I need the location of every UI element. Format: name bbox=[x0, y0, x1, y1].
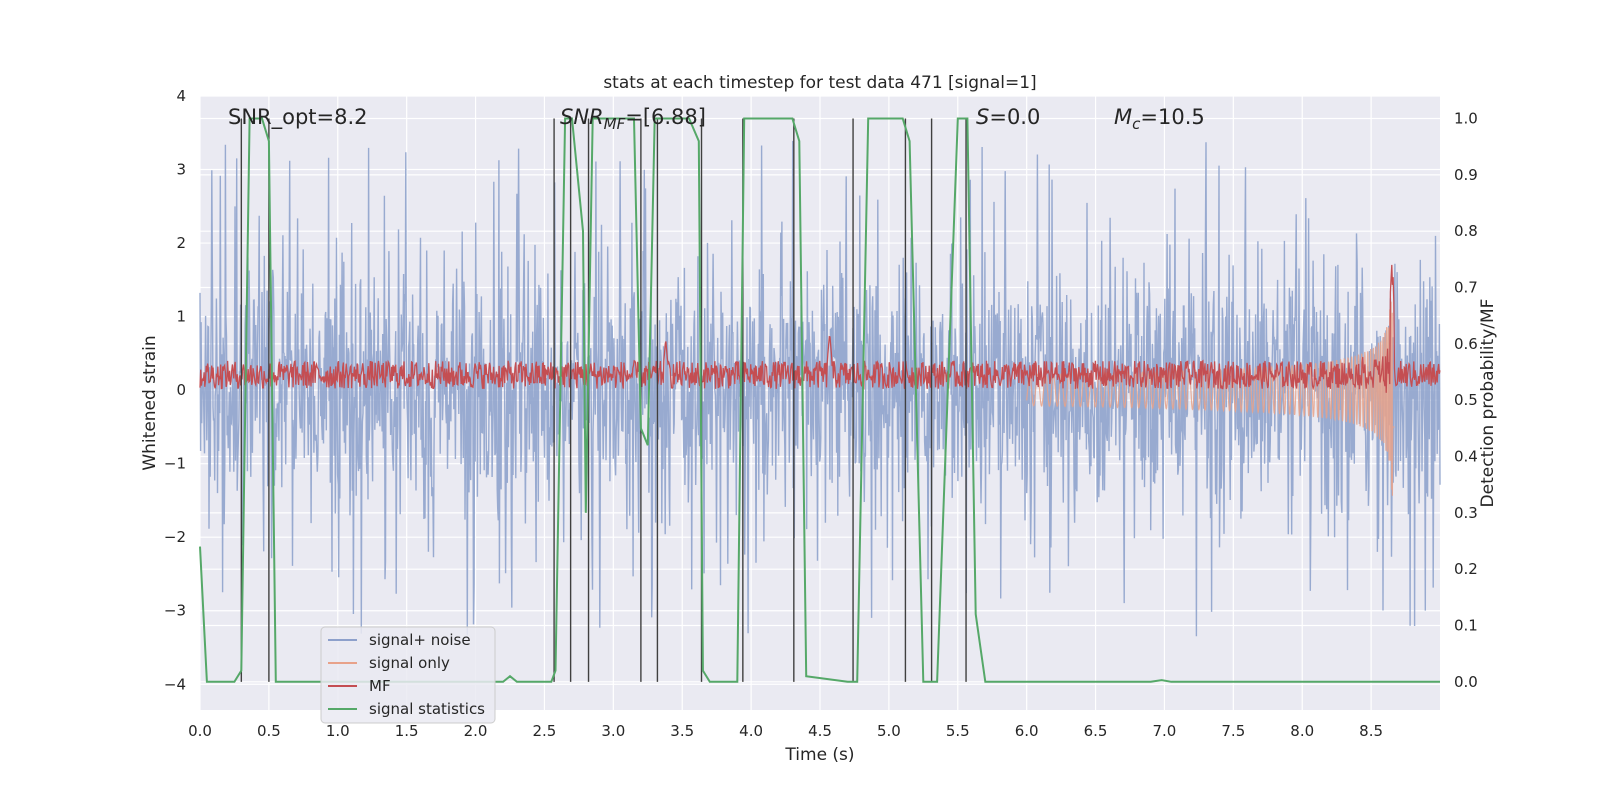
legend-label-mf: MF bbox=[369, 677, 391, 695]
y2-tick-label: 0.7 bbox=[1454, 279, 1478, 297]
y-tick-label: 4 bbox=[176, 87, 186, 105]
x-tick-label: 5.5 bbox=[946, 722, 970, 740]
y-tick-label: −4 bbox=[164, 675, 186, 693]
x-tick-label: 8.0 bbox=[1290, 722, 1314, 740]
x-tick-label: 0.0 bbox=[188, 722, 212, 740]
y2-tick-label: 0.5 bbox=[1454, 391, 1478, 409]
x-tick-label: 8.5 bbox=[1359, 722, 1383, 740]
y2-tick-label: 0.0 bbox=[1454, 673, 1478, 691]
y-tick-label: 0 bbox=[176, 381, 186, 399]
axis-ticks: 0.0 0.5 1.0 1.5 2.0 2.5 3.0 3.5 4.0 4.5 5.0 5.5 6.0 6… bbox=[164, 87, 1478, 740]
legend-label-noise: signal+ noise bbox=[369, 631, 471, 649]
y2-tick-label: 0.2 bbox=[1454, 560, 1478, 578]
legend-label-signal-only: signal only bbox=[369, 654, 450, 672]
y-tick-label: −3 bbox=[164, 602, 186, 620]
legend-label-signal-statistics: signal statistics bbox=[369, 700, 485, 718]
annotation-s-label: S bbox=[976, 105, 989, 129]
annotation-s: S=0.0 bbox=[976, 105, 1040, 129]
x-tick-label: 3.0 bbox=[601, 722, 625, 740]
vertical-markers bbox=[240, 118, 967, 682]
x-tick-label: 1.0 bbox=[326, 722, 350, 740]
annotation-mc-value: =10.5 bbox=[1140, 105, 1204, 129]
annotation-mc-label: M bbox=[1114, 105, 1132, 129]
x-tick-label: 0.5 bbox=[257, 722, 281, 740]
y-tick-label: −1 bbox=[164, 455, 186, 473]
legend-box bbox=[320, 626, 496, 724]
x-tick-label: 4.0 bbox=[739, 722, 763, 740]
y2-tick-label: 0.3 bbox=[1454, 504, 1478, 522]
x-tick-label: 5.0 bbox=[877, 722, 901, 740]
mf-line bbox=[199, 264, 1441, 393]
y-axis-label: Whitened strain bbox=[140, 335, 160, 470]
y2-tick-label: 0.9 bbox=[1454, 166, 1478, 184]
annotation-snr-mf-sub: MF bbox=[604, 115, 626, 133]
y-tick-label: 1 bbox=[176, 308, 186, 326]
x-tick-label: 2.5 bbox=[533, 722, 557, 740]
annotation-snr-mf-label: SNR bbox=[560, 105, 604, 129]
y2-tick-label: 0.6 bbox=[1454, 335, 1478, 353]
legend: signal+ noise signal only MF signal stat… bbox=[320, 626, 496, 724]
annotation-s-value: =0.0 bbox=[989, 105, 1040, 129]
annotation-snr-opt: SNR_opt=8.2 bbox=[228, 105, 368, 130]
y2-axis-label: Detection probability/MF bbox=[1478, 299, 1498, 508]
x-tick-label: 7.0 bbox=[1153, 722, 1177, 740]
x-tick-label: 2.0 bbox=[464, 722, 488, 740]
x-tick-label: 7.5 bbox=[1221, 722, 1245, 740]
y2-tick-label: 0.8 bbox=[1454, 222, 1478, 240]
y-tick-label: −2 bbox=[164, 528, 186, 546]
x-tick-label: 6.5 bbox=[1084, 722, 1108, 740]
x-tick-label: 1.5 bbox=[395, 722, 419, 740]
x-tick-label: 4.5 bbox=[808, 722, 832, 740]
annotation-snr-mf: SNRMF=[6.88] bbox=[560, 105, 706, 133]
y2-tick-label: 0.4 bbox=[1454, 448, 1478, 466]
x-axis-label: Time (s) bbox=[784, 745, 854, 765]
annotation-mc: Mc=10.5 bbox=[1114, 105, 1205, 133]
chart-title: stats at each timestep for test data 471… bbox=[603, 73, 1036, 93]
x-tick-label: 3.5 bbox=[670, 722, 694, 740]
annotation-snr-mf-value: =[6.88] bbox=[625, 105, 706, 129]
x-tick-label: 6.0 bbox=[1015, 722, 1039, 740]
mf-series bbox=[199, 264, 1441, 393]
annotation-mc-sub: c bbox=[1132, 115, 1141, 133]
y-tick-label: 2 bbox=[176, 234, 186, 252]
y2-tick-label: 0.1 bbox=[1454, 617, 1478, 635]
y2-tick-label: 1.0 bbox=[1454, 110, 1478, 128]
y-tick-label: 3 bbox=[176, 161, 186, 179]
